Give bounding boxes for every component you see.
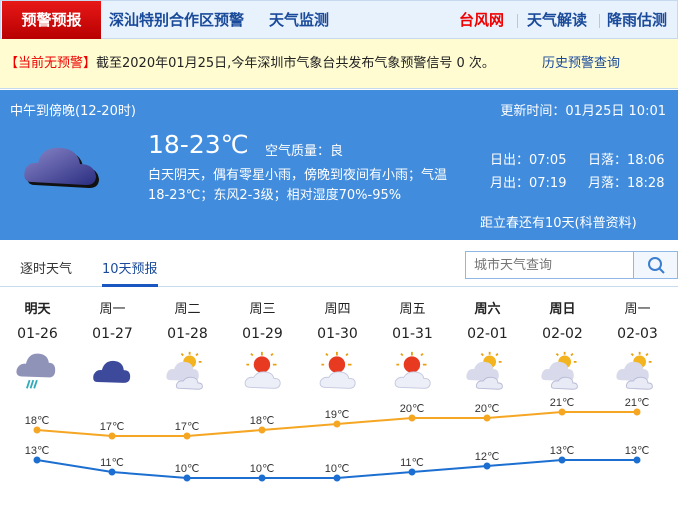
- low-temp-point: [633, 456, 641, 464]
- high-temp-label: 18℃: [250, 415, 275, 427]
- solar-term-link[interactable]: 距立春还有10天(科普资料): [480, 216, 637, 231]
- forecast-desc: 白天阴天，偶有零星小雨，傍晚到夜间有小雨；气温: [148, 168, 448, 183]
- search-input[interactable]: [466, 252, 631, 278]
- low-temp-point: [483, 462, 491, 470]
- low-temp-point: [108, 468, 116, 476]
- forecast-date: 01-28: [167, 326, 208, 342]
- temperature-chart: 18℃ 17℃ 17℃ 18℃ 19℃ 20℃ 20℃ 21℃ 21℃ 13℃ 11℃ 10℃ 10℃ 1…: [25, 397, 650, 482]
- forecast-tabs: 逐时天气 10天预报: [0, 240, 678, 287]
- high-temp-point: [183, 432, 191, 440]
- low-temp-label: 13℃: [25, 445, 50, 457]
- rain-icon: [16, 353, 56, 389]
- forecast-day-label: 明天: [24, 302, 51, 317]
- high-temp-label: 17℃: [100, 421, 125, 433]
- high-temp-label: 20℃: [400, 403, 425, 415]
- forecast-date: 01-31: [392, 326, 433, 342]
- partly-cloudy-icon: [166, 351, 203, 390]
- forecast-day-label: 周六: [474, 302, 501, 317]
- low-temp-label: 11℃: [400, 457, 424, 469]
- high-temp-point: [633, 408, 641, 416]
- temperature-range: 18-23℃: [148, 130, 249, 159]
- forecast-date: 02-02: [542, 326, 583, 342]
- high-temp-label: 20℃: [475, 403, 500, 415]
- forecast-date: 01-26: [17, 326, 58, 342]
- forecast-date: 02-03: [617, 326, 658, 342]
- air-quality: 空气质量：良: [265, 144, 344, 159]
- search-icon: [647, 257, 665, 274]
- high-temp-label: 17℃: [175, 421, 200, 433]
- forecast-date: 01-29: [242, 326, 283, 342]
- high-temp-point: [108, 432, 116, 440]
- forecast-date: 01-30: [317, 326, 358, 342]
- tab-10day[interactable]: 10天预报: [102, 258, 158, 287]
- low-temp-point: [33, 456, 41, 464]
- forecast-day-label: 周四: [324, 302, 351, 317]
- alert-text: 截至2020年01月25日,今年深圳市气象台共发布气象预警信号 0 次。: [96, 56, 495, 71]
- moonset: 月落：18:28: [588, 176, 665, 191]
- high-temp-point: [558, 408, 566, 416]
- high-temp-point: [333, 420, 341, 428]
- divider: [517, 14, 518, 28]
- low-temp-label: 10℃: [175, 463, 200, 475]
- moonrise: 月出：07:19: [490, 176, 567, 191]
- forecast-date: 01-27: [92, 326, 133, 342]
- alert-bar: 【当前无预警】截至2020年01月25日,今年深圳市气象台共发布气象预警信号 0…: [0, 39, 678, 89]
- low-temp-point: [333, 474, 341, 482]
- nav-link-rainfall[interactable]: 降雨估测: [607, 11, 668, 29]
- partly-cloudy-icon: [616, 351, 653, 390]
- forecast-desc-2: 18-23℃；东风2-3级；相对湿度70%-95%: [148, 188, 402, 203]
- search-button[interactable]: [633, 252, 677, 278]
- period: 中午到傍晚(12-20时): [10, 104, 136, 119]
- high-temp-point: [408, 414, 416, 422]
- alert-status: 【当前无预警】: [5, 56, 97, 71]
- low-temp-label: 13℃: [550, 445, 575, 457]
- high-temp-point: [258, 426, 266, 434]
- partly-cloudy-icon: [466, 351, 503, 390]
- sunny-cloudy-icon: [394, 351, 431, 389]
- top-nav: 预警预报 深汕特别合作区预警 天气监测 台风网 天气解读 降雨估测: [0, 0, 678, 39]
- high-temp-label: 21℃: [625, 397, 650, 409]
- cloudy-icon: [93, 360, 131, 383]
- low-temp-label: 10℃: [250, 463, 275, 475]
- nav-tab-shenshan[interactable]: 深汕特别合作区预警: [109, 11, 245, 29]
- history-link[interactable]: 历史预警查询: [542, 56, 621, 71]
- city-search: [465, 251, 678, 279]
- today-panel: 中午到傍晚(12-20时) 更新时间：01月25日 10:01 18-23℃ 空…: [0, 90, 678, 240]
- low-temp-point: [558, 456, 566, 464]
- forecast-day-label: 周一: [624, 302, 651, 317]
- low-temp-label: 13℃: [625, 445, 650, 457]
- low-temp-point: [408, 468, 416, 476]
- cloudy-icon: [24, 147, 99, 188]
- forecast-day-label: 周二: [174, 302, 201, 317]
- high-temp-label: 19℃: [325, 409, 350, 421]
- high-temp-label: 21℃: [550, 397, 575, 409]
- forecast-day-label: 周一: [99, 302, 126, 317]
- tab-hourly[interactable]: 逐时天气: [20, 262, 73, 277]
- forecast-day-label: 周日: [549, 302, 576, 317]
- low-temp-label: 10℃: [325, 463, 350, 475]
- nav-tab-warning[interactable]: 预警预报: [2, 1, 101, 39]
- forecast-day-label: 周三: [249, 302, 276, 317]
- sunrise: 日出：07:05: [490, 153, 567, 168]
- sunny-cloudy-icon: [319, 351, 356, 389]
- nav-link-typhoon[interactable]: 台风网: [459, 11, 505, 29]
- high-temp-label: 18℃: [25, 415, 50, 427]
- nav-link-interpret[interactable]: 天气解读: [527, 11, 588, 29]
- sunny-cloudy-icon: [244, 351, 281, 389]
- low-temp-point: [258, 474, 266, 482]
- low-temp-label: 12℃: [475, 451, 500, 463]
- forecast-day-label: 周五: [399, 302, 426, 317]
- low-temp-label: 11℃: [100, 457, 124, 469]
- low-temp-point: [183, 474, 191, 482]
- divider: [599, 14, 600, 28]
- sunset: 日落：18:06: [588, 153, 665, 168]
- high-temp-point: [33, 426, 41, 434]
- forecast-date: 02-01: [467, 326, 508, 342]
- partly-cloudy-icon: [541, 351, 578, 390]
- update-time: 更新时间：01月25日 10:01: [500, 104, 666, 119]
- high-temp-point: [483, 414, 491, 422]
- nav-tab-monitor[interactable]: 天气监测: [269, 11, 330, 29]
